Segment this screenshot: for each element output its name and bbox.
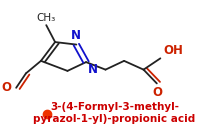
Text: O: O [2,81,12,94]
Text: N: N [71,29,81,42]
Text: CH₃: CH₃ [37,13,56,23]
Text: pyrazol-1-yl)-propionic acid: pyrazol-1-yl)-propionic acid [33,114,196,124]
Text: OH: OH [163,44,183,57]
Text: O: O [153,86,163,99]
Text: 3-(4-Formyl-3-methyl-: 3-(4-Formyl-3-methyl- [50,102,179,112]
Text: N: N [88,63,98,76]
